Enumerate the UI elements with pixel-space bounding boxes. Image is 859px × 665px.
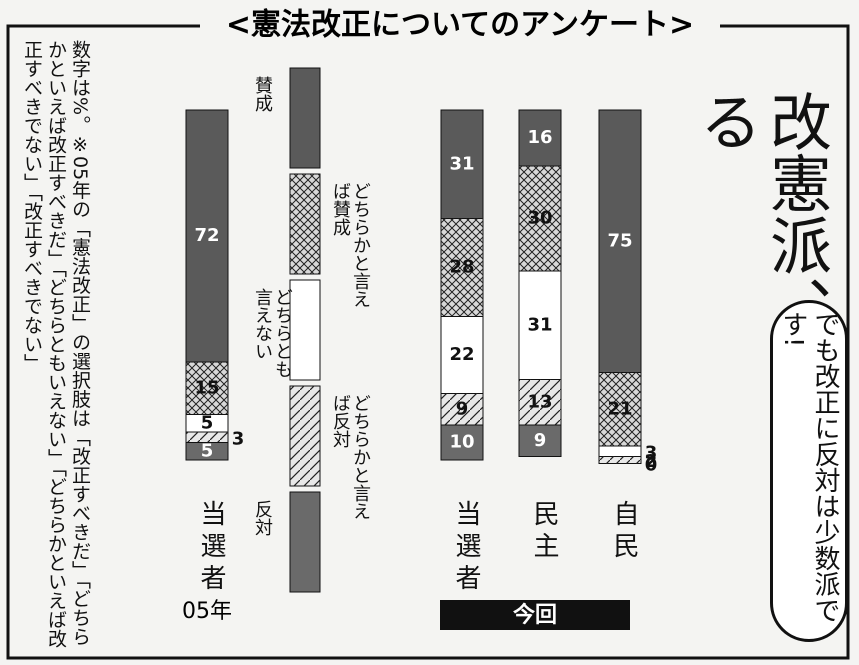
bar-segment xyxy=(518,109,562,167)
value-label: 28 xyxy=(449,257,474,278)
x-tick-label: 民主 xyxy=(529,500,559,564)
bar-segment xyxy=(518,270,562,380)
note: 数字は%。※05年の「憲法改正」の選択肢は「改正すべきだ」「どちらかといえば改正… xyxy=(21,40,91,648)
group-label: 05年 xyxy=(182,599,232,624)
value-label: 31 xyxy=(449,153,474,174)
value-label: 75 xyxy=(607,230,632,251)
bar-hatch xyxy=(599,372,641,446)
x-tick-label: 自民 xyxy=(609,500,639,564)
bar-segment xyxy=(598,445,642,457)
legend-swatch xyxy=(289,491,321,593)
legend-swatch xyxy=(289,67,321,169)
value-label: 22 xyxy=(449,344,474,365)
value-label: 31 xyxy=(527,314,552,335)
value-label: 0 xyxy=(645,455,658,476)
value-label: 5 xyxy=(201,440,214,461)
bar-hatch xyxy=(519,379,561,425)
legend-hatch xyxy=(290,174,320,274)
legend-label: どちらとも言えない xyxy=(252,288,293,378)
value-label: 21 xyxy=(607,398,632,419)
value-label: 2 xyxy=(645,451,658,472)
value-label: 13 xyxy=(527,391,552,412)
group-box xyxy=(440,600,630,630)
legend-swatch xyxy=(289,279,321,381)
value-label: 9 xyxy=(534,430,547,451)
value-label: 72 xyxy=(194,225,219,246)
value-label: 3 xyxy=(232,428,245,449)
legend-label: 反対 xyxy=(252,500,273,536)
bar-hatch xyxy=(186,362,228,415)
legend-hatch xyxy=(290,386,320,486)
bar-segment xyxy=(185,109,229,363)
value-label: 10 xyxy=(449,432,474,453)
x-tick-label: 当選者 xyxy=(196,500,226,596)
title-bg xyxy=(200,10,720,44)
bar-hatch xyxy=(599,456,641,464)
group-label: 今回 xyxy=(513,602,557,628)
bar-segment xyxy=(518,424,562,457)
bar-segment xyxy=(440,109,484,219)
value-label: 15 xyxy=(194,377,219,398)
value-label: 5 xyxy=(201,412,214,433)
chart-title: <憲法改正についてのアンケート> xyxy=(226,8,694,43)
bar-hatch xyxy=(519,166,561,271)
balloon: でも改正に反対は少数派です! xyxy=(770,300,848,642)
bar-hatch xyxy=(441,393,483,425)
value-label: 16 xyxy=(527,127,552,148)
legend-label: どちらかと言えば賛成 xyxy=(330,182,371,308)
x-tick-label: 当選者 xyxy=(451,500,481,596)
bar-segment xyxy=(598,109,642,373)
value-label: 30 xyxy=(527,208,552,229)
bar-segment xyxy=(185,442,229,461)
bar-hatch xyxy=(441,218,483,317)
legend-label: どちらかと言えば反対 xyxy=(330,394,371,520)
value-label: 9 xyxy=(456,398,469,419)
bar-hatch xyxy=(186,432,228,443)
bar-segment xyxy=(440,424,484,461)
legend-label: 賛成 xyxy=(252,76,273,112)
value-label: 3 xyxy=(645,442,658,463)
